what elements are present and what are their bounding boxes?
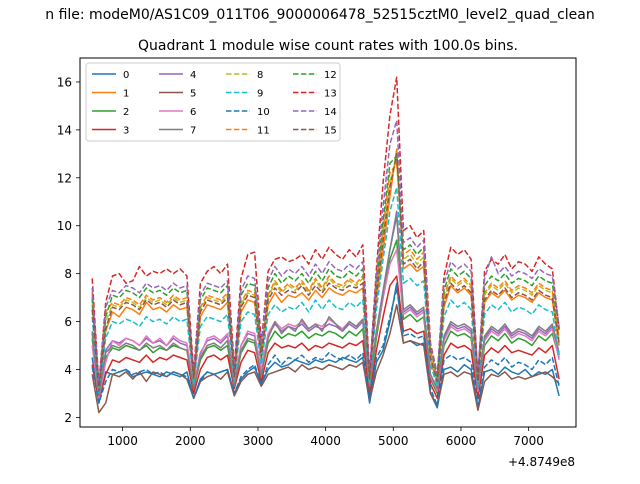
- series-line-10: [91, 287, 560, 407]
- legend-label-12: 12: [324, 70, 337, 81]
- legend-box: [85, 62, 341, 142]
- series-lines: [91, 76, 560, 414]
- legend-label-4: 4: [190, 70, 196, 81]
- axes-frame: [79, 57, 577, 428]
- series-line-15: [91, 153, 560, 392]
- legend-label-11: 11: [257, 126, 270, 137]
- y-tick-label: 2: [64, 411, 72, 425]
- x-tick-label: 1000: [107, 434, 138, 448]
- y-tick-label: 6: [64, 315, 72, 329]
- series-line-14: [91, 119, 560, 385]
- y-axis-ticks: 2 4 6 8 10 12 14 16: [57, 75, 80, 425]
- legend-label-15: 15: [324, 126, 337, 137]
- legend-label-8: 8: [257, 70, 263, 81]
- x-tick-label: 7000: [513, 434, 544, 448]
- figure-suptitle: n file: modeM0/AS1C09_011T06_9000006478_…: [45, 7, 594, 23]
- chart-title: Quadrant 1 module wise count rates with …: [138, 38, 518, 54]
- series-line-7: [91, 215, 560, 397]
- legend-label-9: 9: [257, 89, 263, 100]
- x-tick-label: 4000: [310, 434, 341, 448]
- series-line-3: [91, 275, 560, 402]
- x-tick-label: 6000: [446, 434, 477, 448]
- legend-label-14: 14: [324, 107, 337, 118]
- x-axis-ticks: 1000 2000 3000 4000 5000 6000 7000: [107, 427, 544, 448]
- series-line-11: [91, 162, 560, 388]
- x-axis-offset-label: +4.8749e8: [508, 455, 575, 469]
- y-tick-label: 16: [57, 75, 72, 89]
- legend-label-10: 10: [257, 107, 270, 118]
- legend-label-2: 2: [123, 107, 129, 118]
- legend-label-1: 1: [123, 89, 129, 100]
- y-tick-label: 12: [57, 171, 72, 185]
- axes: 1000 2000 3000 4000 5000 6000 7000 24681012141…: [57, 57, 577, 469]
- legend-label-6: 6: [190, 107, 196, 118]
- legend-label-5: 5: [190, 89, 196, 100]
- x-tick-label: 3000: [243, 434, 274, 448]
- legend-label-13: 13: [324, 89, 337, 100]
- y-tick-label: 8: [64, 267, 72, 281]
- legend-label-7: 7: [190, 126, 196, 137]
- legend-label-3: 3: [123, 126, 129, 137]
- series-line-9: [91, 186, 560, 395]
- legend-label-0: 0: [123, 70, 129, 81]
- y-tick-label: 14: [57, 123, 72, 137]
- x-tick-label: 5000: [378, 434, 409, 448]
- series-line-13: [91, 76, 560, 385]
- y-tick-label: 10: [57, 219, 72, 233]
- x-tick-label: 2000: [175, 434, 206, 448]
- y-tick-label: 4: [64, 363, 72, 377]
